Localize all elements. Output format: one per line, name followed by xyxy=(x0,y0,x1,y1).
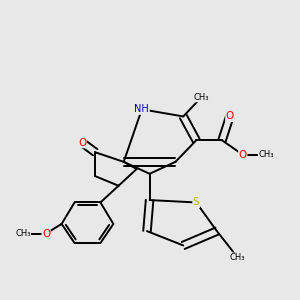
Text: CH₃: CH₃ xyxy=(194,93,209,102)
Text: O: O xyxy=(226,112,234,122)
Text: CH₃: CH₃ xyxy=(230,253,245,262)
Text: NH: NH xyxy=(134,104,149,114)
Text: O: O xyxy=(42,229,50,238)
Text: O: O xyxy=(78,138,86,148)
Text: O: O xyxy=(238,150,247,160)
Text: CH₃: CH₃ xyxy=(15,229,31,238)
Text: S: S xyxy=(193,197,200,208)
Text: CH₃: CH₃ xyxy=(258,150,274,159)
